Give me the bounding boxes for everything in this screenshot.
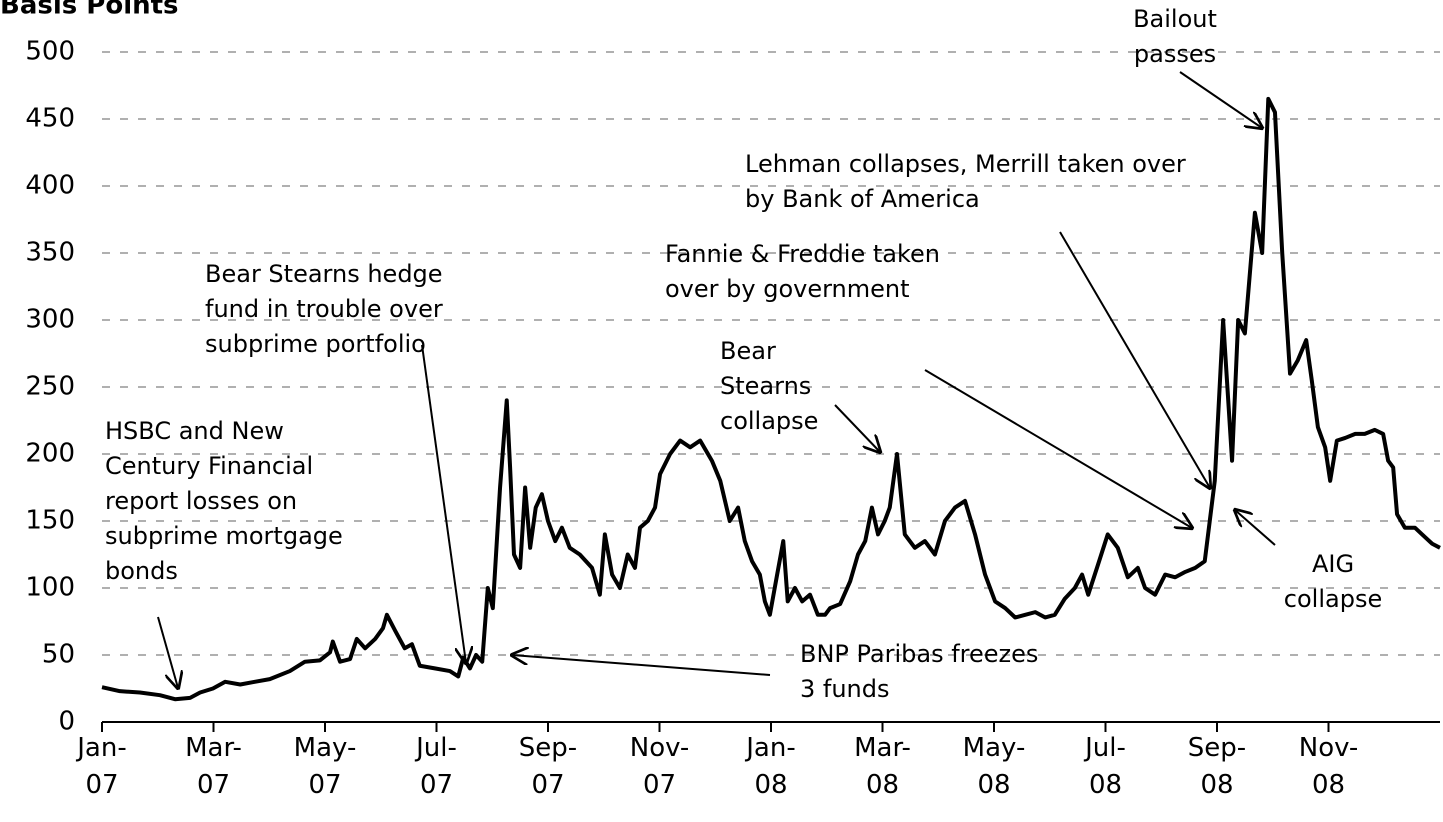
x-tick-label: May-08 bbox=[963, 733, 1026, 800]
annotation: Bear bbox=[720, 337, 776, 365]
x-tick-label: Jan-08 bbox=[744, 733, 795, 800]
y-tick-label: 450 bbox=[25, 104, 75, 134]
x-tick-label: Mar-08 bbox=[854, 733, 911, 800]
y-tick-label: 50 bbox=[42, 640, 75, 670]
line bbox=[101, 96, 1441, 702]
annotation: subprime mortgage bbox=[105, 522, 343, 550]
x-tick-label: Sep-07 bbox=[519, 733, 577, 800]
annotation: passes bbox=[1134, 40, 1216, 68]
x-tick-label: Jan-07 bbox=[75, 733, 126, 800]
arrow bbox=[1059, 231, 1210, 488]
x-tick-label: Jul-07 bbox=[414, 733, 457, 800]
annotation: fund in trouble over bbox=[205, 295, 443, 323]
y-tick-label: 150 bbox=[25, 506, 75, 536]
annotation: by Bank of America bbox=[745, 185, 980, 213]
annotation: Century Financial bbox=[105, 452, 313, 480]
annotation: BNP Paribas freezes bbox=[800, 640, 1038, 668]
arrow bbox=[924, 369, 1192, 528]
y-tick-label: 0 bbox=[58, 707, 75, 737]
annotation: Bailout bbox=[1133, 5, 1217, 33]
arrow bbox=[1179, 71, 1262, 128]
annotation: collapse bbox=[1284, 585, 1382, 613]
y-tick-label: 100 bbox=[25, 573, 75, 603]
x-tick-label: Nov-07 bbox=[630, 733, 689, 800]
annotation: subprime portfolio bbox=[205, 330, 426, 358]
chart-title: Basis Points bbox=[0, 0, 179, 21]
x-tick-label: May-07 bbox=[294, 733, 357, 800]
y-tick-label: 300 bbox=[25, 305, 75, 335]
arrow bbox=[1235, 510, 1276, 546]
annotation: Stearns bbox=[720, 372, 811, 400]
arrow bbox=[834, 404, 880, 452]
x-tick-label: Sep-08 bbox=[1188, 733, 1246, 800]
y-tick-label: 350 bbox=[25, 238, 75, 268]
annotation: Lehman collapses, Merrill taken over bbox=[745, 150, 1186, 178]
x-tick-label: Mar-07 bbox=[185, 733, 242, 800]
arrow bbox=[512, 655, 771, 676]
annotation: AIG bbox=[1312, 550, 1354, 578]
annotation: 3 funds bbox=[800, 675, 890, 703]
arrow bbox=[157, 616, 178, 688]
y-tick-label: 250 bbox=[25, 372, 75, 402]
annotation: Bear Stearns hedge bbox=[205, 260, 443, 288]
annotation: over by government bbox=[665, 275, 910, 303]
annotation: collapse bbox=[720, 407, 818, 435]
arrow bbox=[421, 344, 466, 663]
annotation: Fannie & Freddie taken bbox=[665, 240, 940, 268]
y-tick-label: 500 bbox=[25, 37, 75, 67]
x-tick-label: Nov-08 bbox=[1299, 733, 1358, 800]
x-tick-label: Jul-08 bbox=[1083, 733, 1126, 800]
annotation: report losses on bbox=[105, 487, 297, 515]
y-tick-label: 200 bbox=[25, 439, 75, 469]
annotation-arrows: HSBC and New Century Financial report loss… bbox=[105, 5, 1382, 703]
annotation: HSBC and New bbox=[105, 417, 284, 445]
annotation: bonds bbox=[105, 557, 178, 585]
y-tick-label: 400 bbox=[25, 171, 75, 201]
